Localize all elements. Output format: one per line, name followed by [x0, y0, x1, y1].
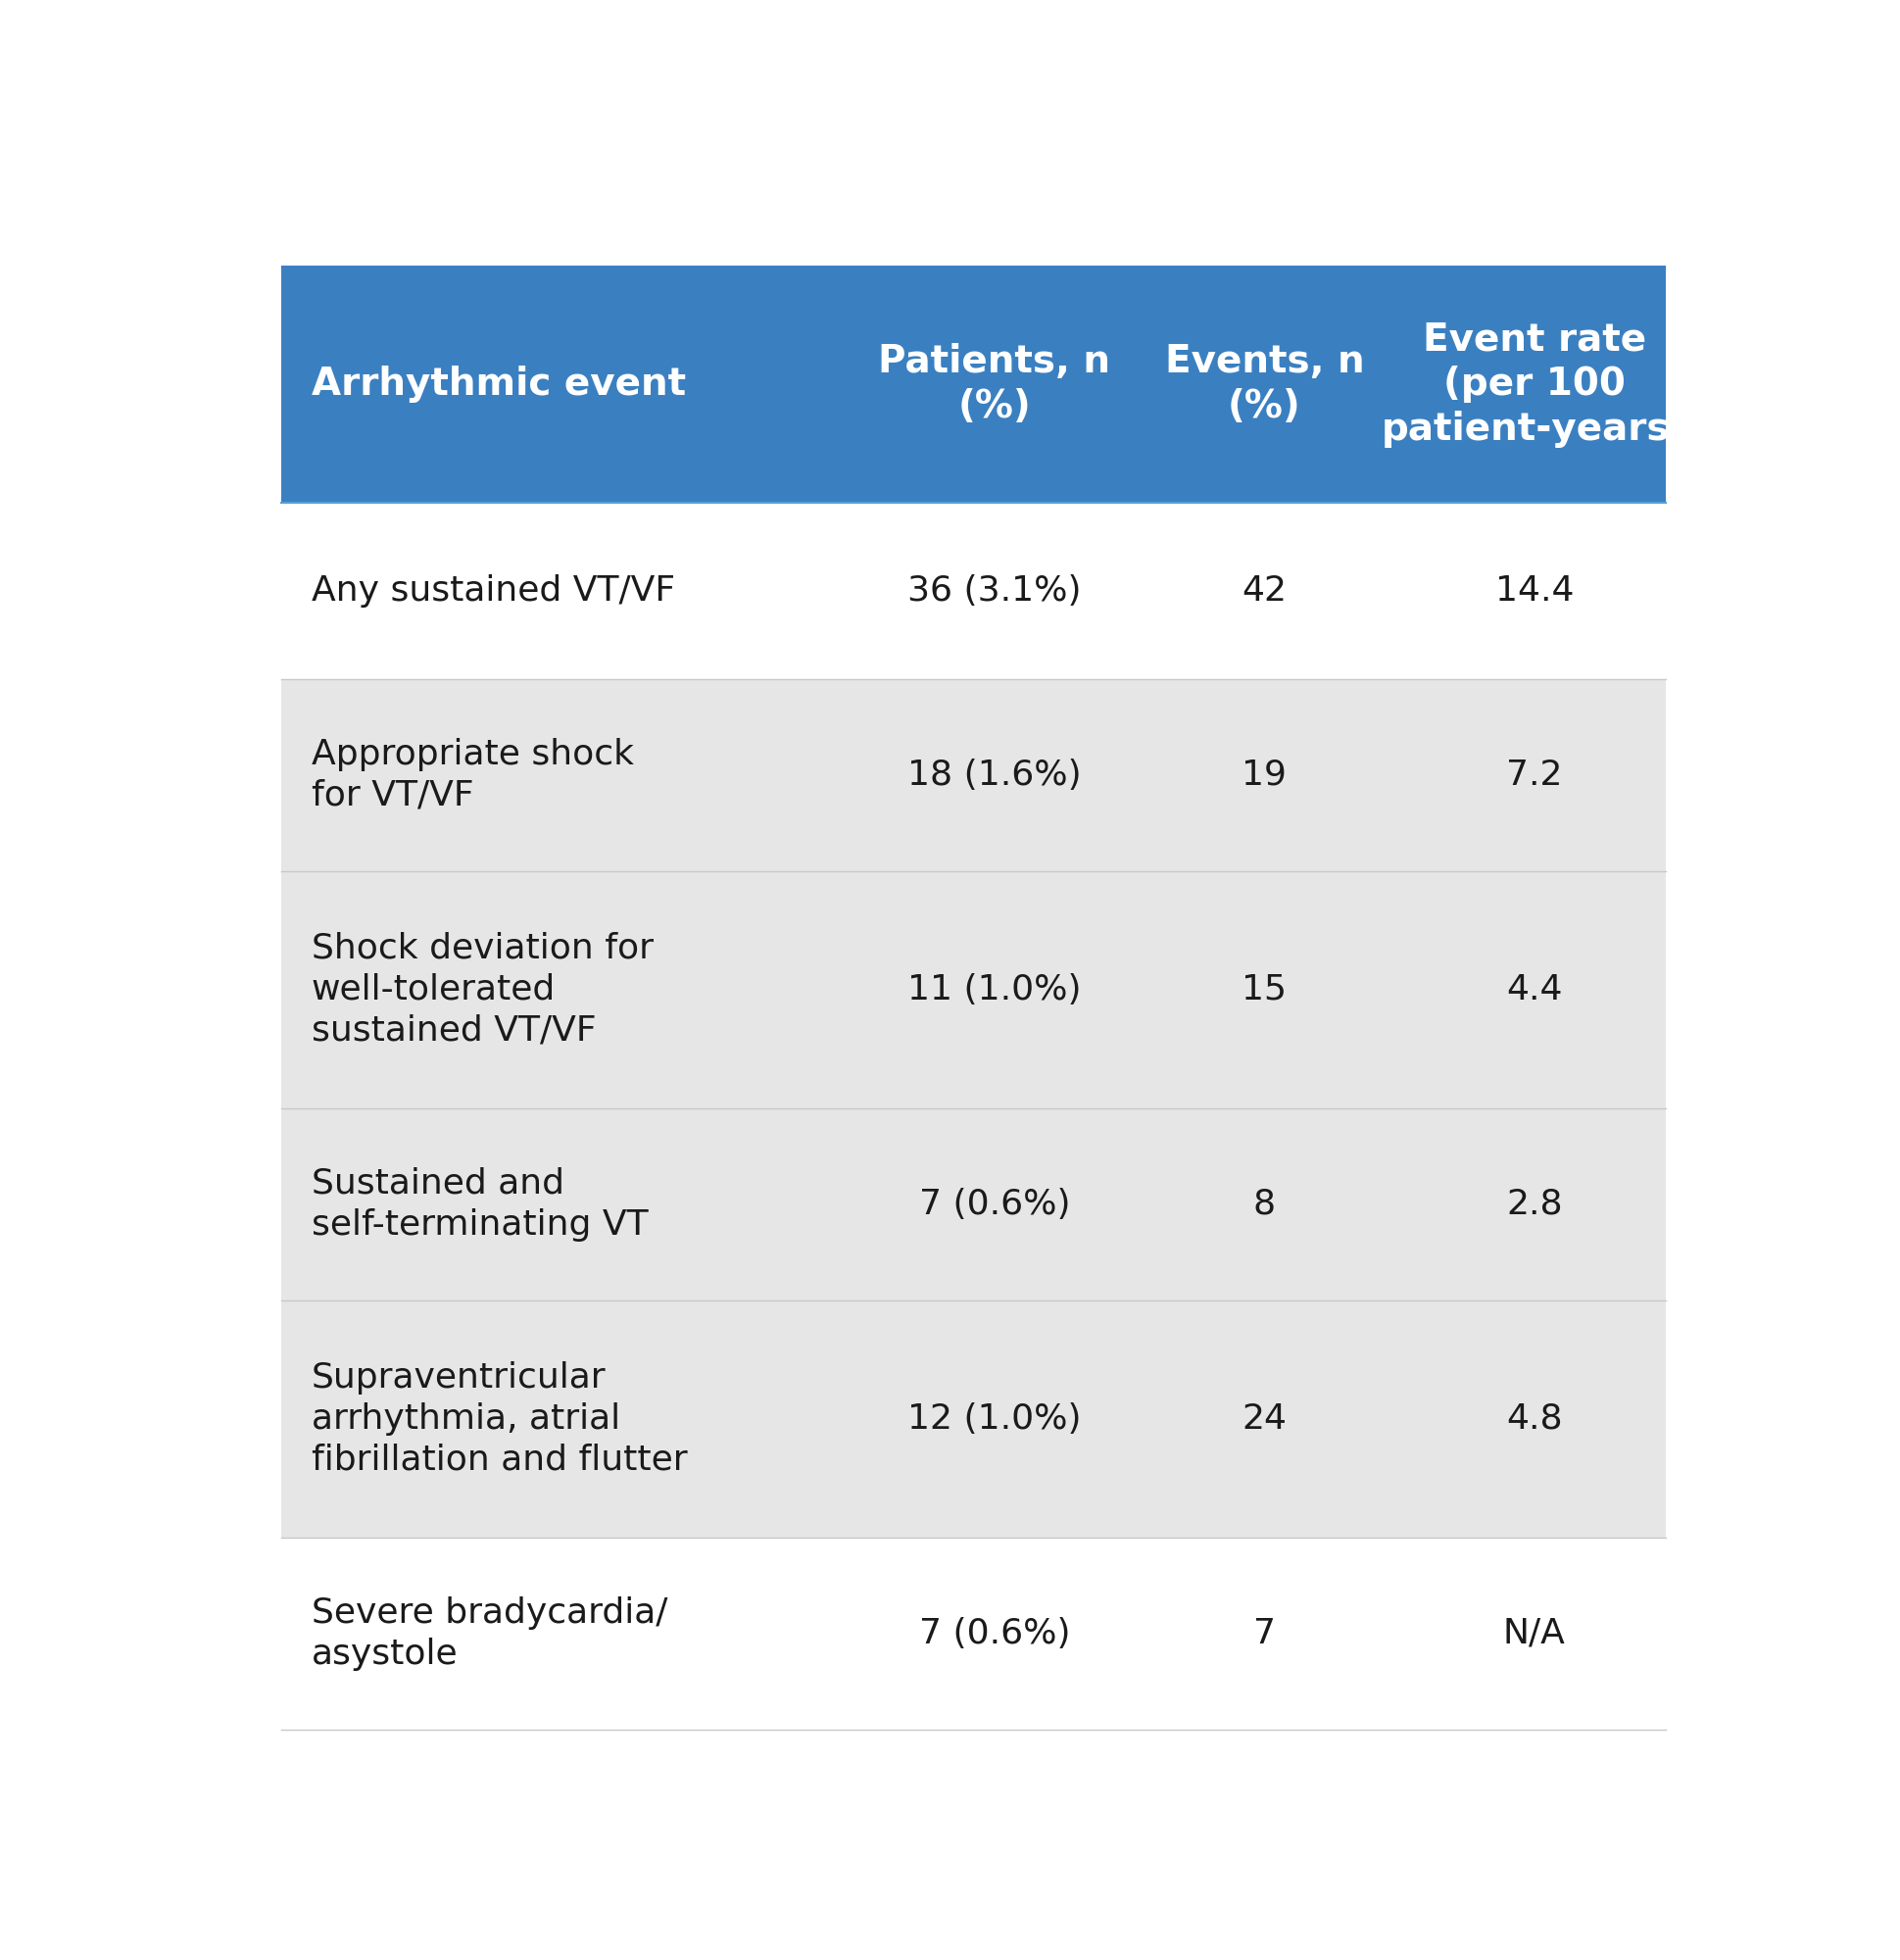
Text: 4.4: 4.4: [1507, 972, 1562, 1005]
FancyBboxPatch shape: [281, 870, 1666, 1109]
Text: Events, n
(%): Events, n (%): [1165, 343, 1364, 425]
Text: 18 (1.6%): 18 (1.6%): [908, 759, 1081, 792]
Text: 24: 24: [1243, 1401, 1286, 1435]
Text: 7: 7: [1254, 1617, 1275, 1650]
FancyBboxPatch shape: [281, 1109, 1666, 1299]
Text: Shock deviation for
well-tolerated
sustained VT/VF: Shock deviation for well-tolerated susta…: [312, 931, 654, 1047]
Text: Supraventricular
arrhythmia, atrial
fibrillation and flutter: Supraventricular arrhythmia, atrial fibr…: [312, 1360, 688, 1476]
Text: Severe bradycardia/
asystole: Severe bradycardia/ asystole: [312, 1595, 667, 1670]
Text: 4.8: 4.8: [1507, 1401, 1562, 1435]
Text: 14.4: 14.4: [1495, 574, 1573, 608]
Text: 7 (0.6%): 7 (0.6%): [920, 1617, 1070, 1650]
Text: Sustained and
self-terminating VT: Sustained and self-terminating VT: [312, 1166, 648, 1241]
Text: 19: 19: [1243, 759, 1286, 792]
Text: 15: 15: [1243, 972, 1286, 1005]
Text: 11 (1.0%): 11 (1.0%): [908, 972, 1081, 1005]
Text: 42: 42: [1243, 574, 1286, 608]
Text: Event rate
(per 100
patient-years): Event rate (per 100 patient-years): [1381, 321, 1687, 447]
FancyBboxPatch shape: [281, 1299, 1666, 1539]
Text: 36 (3.1%): 36 (3.1%): [908, 574, 1081, 608]
FancyBboxPatch shape: [281, 1539, 1666, 1729]
Text: 7 (0.6%): 7 (0.6%): [920, 1188, 1070, 1221]
Text: Patients, n
(%): Patients, n (%): [878, 343, 1112, 425]
Text: Any sustained VT/VF: Any sustained VT/VF: [312, 574, 674, 608]
FancyBboxPatch shape: [281, 680, 1666, 870]
Text: Arrhythmic event: Arrhythmic event: [312, 367, 686, 404]
FancyBboxPatch shape: [281, 265, 1666, 504]
Text: 2.8: 2.8: [1507, 1188, 1562, 1221]
Text: 12 (1.0%): 12 (1.0%): [908, 1401, 1081, 1435]
Text: Appropriate shock
for VT/VF: Appropriate shock for VT/VF: [312, 737, 633, 811]
Text: 8: 8: [1254, 1188, 1275, 1221]
Text: 7.2: 7.2: [1507, 759, 1562, 792]
Text: N/A: N/A: [1503, 1617, 1566, 1650]
FancyBboxPatch shape: [281, 504, 1666, 680]
